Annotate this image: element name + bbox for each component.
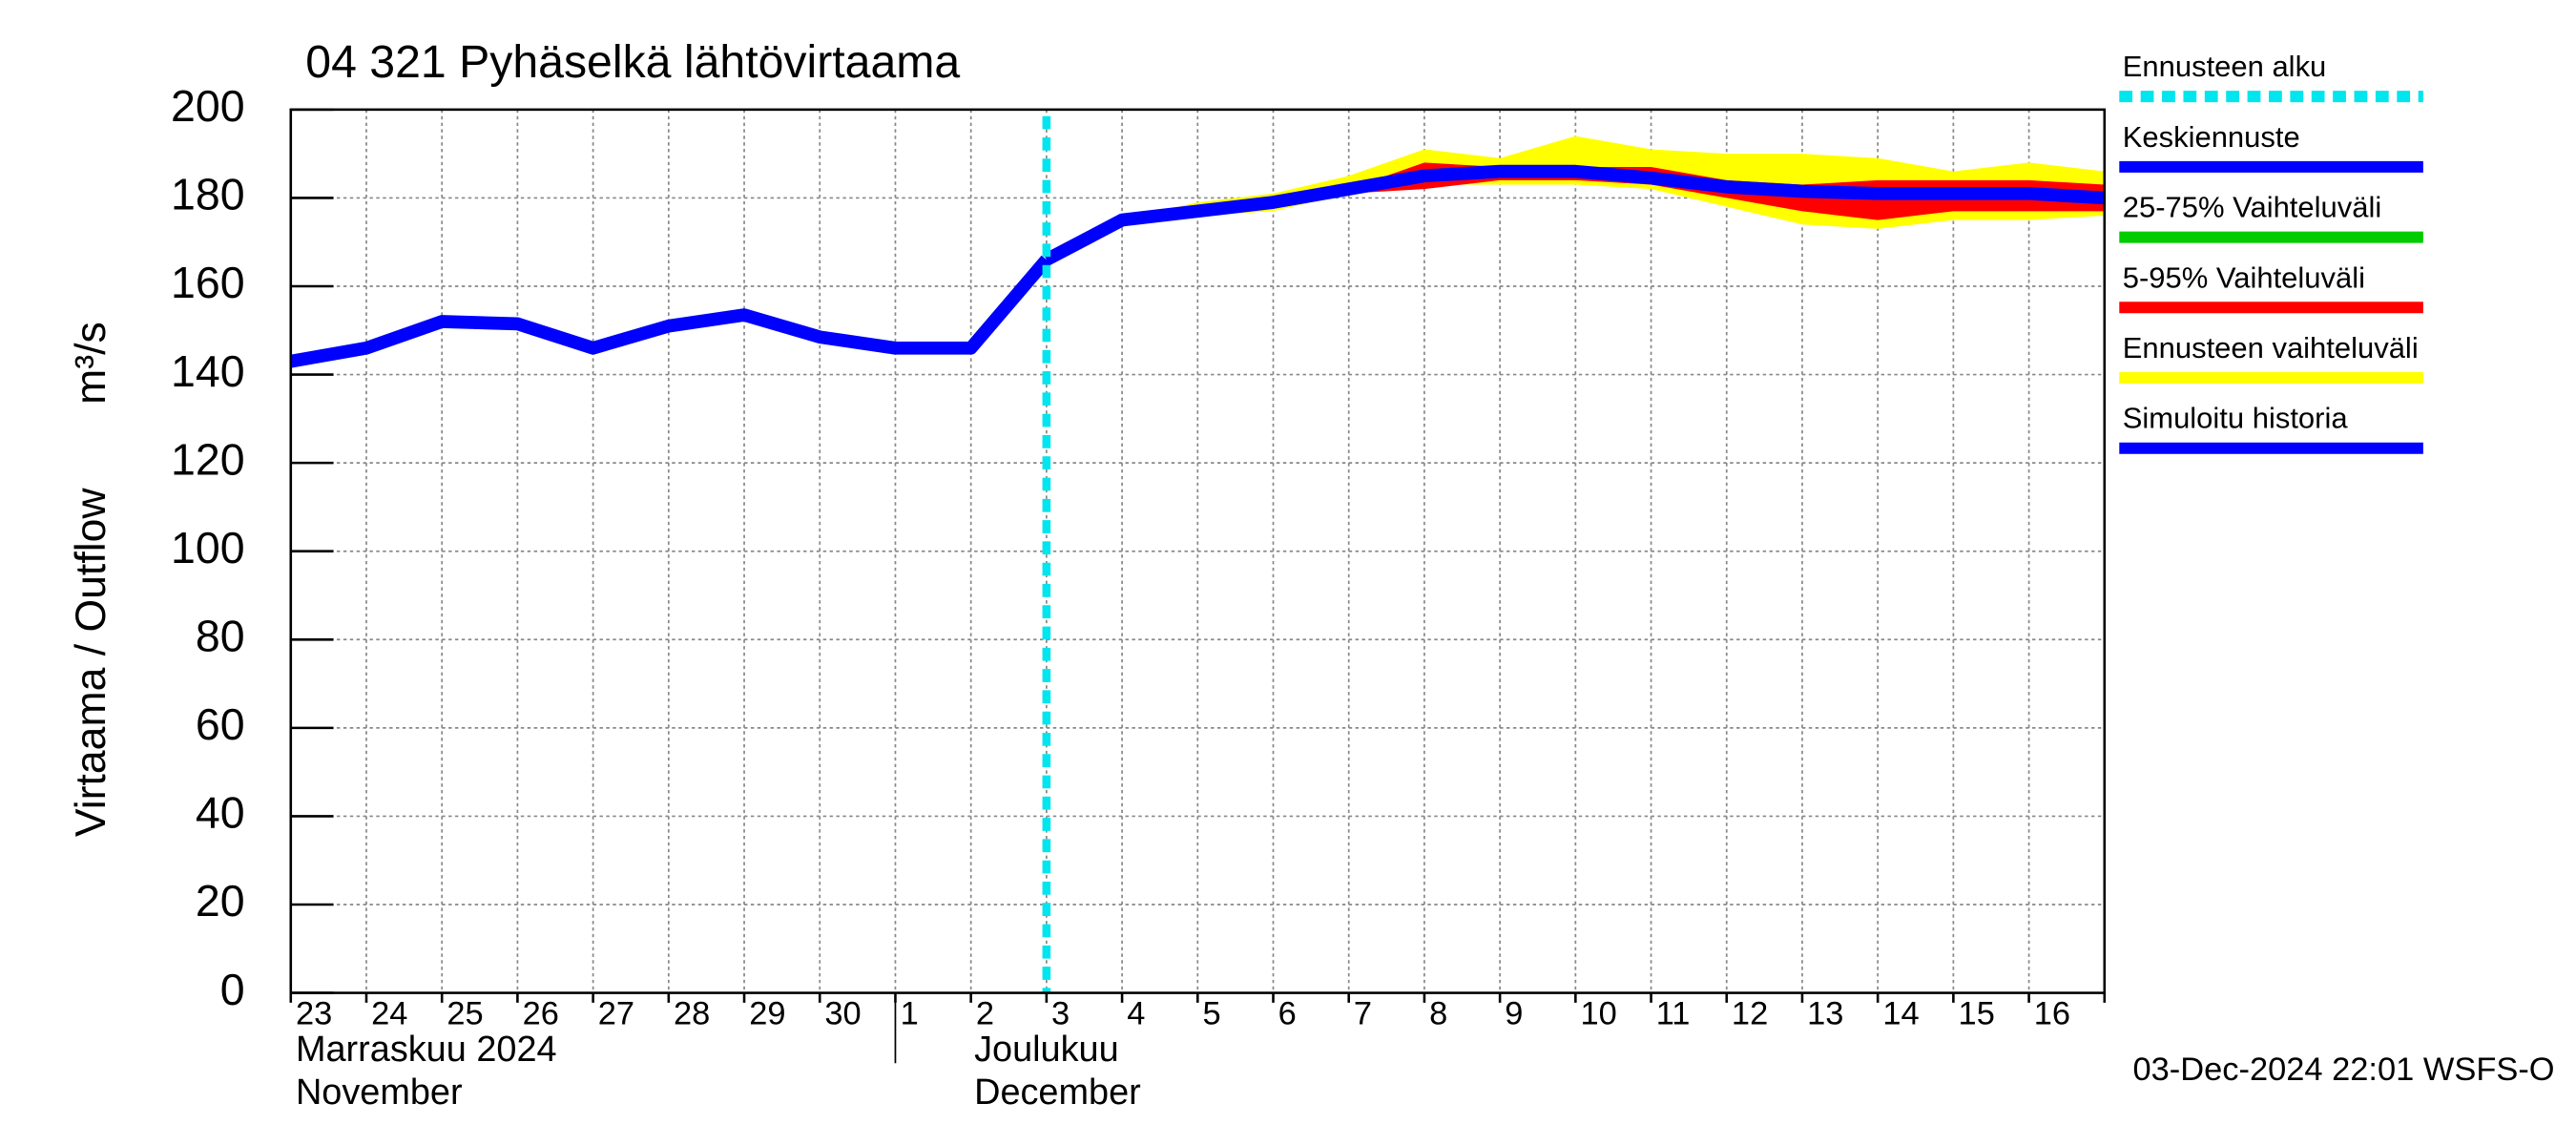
footer: 03-Dec-2024 22:01 WSFS-O	[2132, 1051, 2554, 1088]
y-tick-label: 200	[171, 81, 245, 131]
month-label: Marraskuu 2024	[296, 1030, 557, 1070]
x-tick-label: 11	[1656, 996, 1691, 1032]
x-tick-label: 9	[1505, 996, 1523, 1032]
y-tick-label: 80	[196, 612, 245, 661]
x-tick-label: 27	[598, 996, 634, 1032]
x-tick-label: 26	[523, 996, 559, 1032]
y-tick-label: 100	[171, 523, 245, 572]
x-tick-label: 24	[371, 996, 407, 1032]
legend-label: Ennusteen alku	[2123, 50, 2327, 83]
y-tick-label: 0	[220, 965, 245, 1014]
month-label: November	[296, 1072, 463, 1113]
x-tick-label: 16	[2034, 996, 2070, 1032]
x-tick-label: 12	[1732, 996, 1768, 1032]
y-tick-label: 40	[196, 788, 245, 838]
legend-label: Ennusteen vaihteluväli	[2123, 331, 2419, 364]
month-label: Joulukuu	[974, 1030, 1119, 1070]
x-tick-label: 13	[1807, 996, 1843, 1032]
x-tick-label: 7	[1354, 996, 1372, 1032]
x-tick-label: 28	[674, 996, 710, 1032]
x-tick-label: 4	[1127, 996, 1145, 1032]
legend-label: 5-95% Vaihteluväli	[2123, 260, 2365, 294]
y-tick-label: 160	[171, 258, 245, 307]
x-tick-label: 8	[1429, 996, 1447, 1032]
x-tick-label: 5	[1202, 996, 1220, 1032]
y-tick-label: 20	[196, 876, 245, 926]
x-tick-label: 1	[901, 996, 919, 1032]
legend-label: 25-75% Vaihteluväli	[2123, 191, 2381, 224]
x-tick-label: 23	[296, 996, 332, 1032]
y-axis-unit: m³/s	[68, 322, 114, 405]
x-tick-label: 15	[1959, 996, 1995, 1032]
x-tick-label: 29	[749, 996, 785, 1032]
x-tick-label: 30	[824, 996, 861, 1032]
y-tick-label: 120	[171, 434, 245, 484]
x-tick-label: 6	[1278, 996, 1297, 1032]
x-tick-label: 10	[1581, 996, 1617, 1032]
y-tick-label: 180	[171, 170, 245, 219]
x-tick-label: 3	[1051, 996, 1070, 1032]
line	[1043, 164, 2106, 266]
x-tick-label: 2	[976, 996, 994, 1032]
month-label: December	[974, 1072, 1141, 1113]
legend-label: Simuloitu historia	[2123, 402, 2349, 435]
line	[289, 255, 1052, 368]
x-tick-label: 25	[447, 996, 483, 1032]
x-tick-label: 14	[1882, 996, 1919, 1032]
legend-label: Keskiennuste	[2123, 120, 2300, 154]
plot-frame	[289, 108, 2107, 994]
chart-title: 04 321 Pyhäselkä lähtövirtaama	[305, 36, 960, 88]
y-tick-label: 140	[171, 346, 245, 396]
y-axis-label: Virtaama / Outflow	[68, 488, 114, 837]
y-tick-label: 60	[196, 699, 245, 749]
band	[1046, 135, 2105, 260]
